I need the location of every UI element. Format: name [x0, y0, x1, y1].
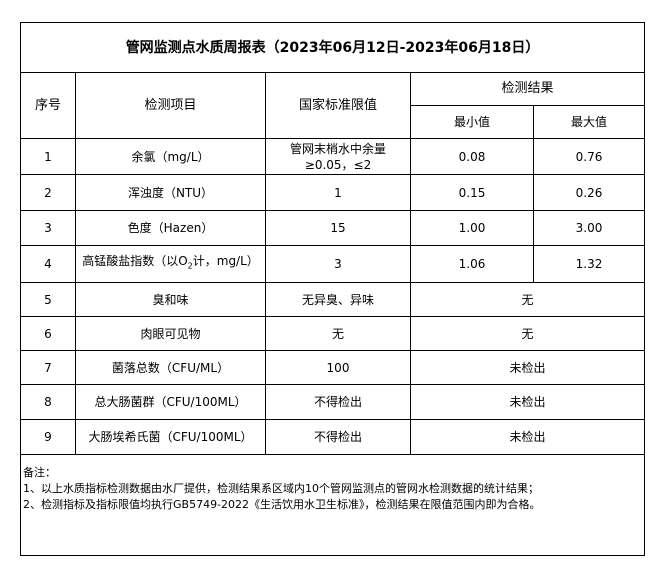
standard: 管网末梢水中余量≥0.05，≤2	[265, 138, 411, 175]
item-post: 计，mg/L）	[192, 254, 259, 269]
table-row: 4 高锰酸盐指数（以O2计，mg/L） 3 1.06 1.32	[20, 245, 646, 283]
min: 0.15	[410, 174, 534, 211]
table-row: 6 肉眼可见物 无 无	[20, 316, 646, 351]
table-row: 2 浑浊度（NTU） 1 0.15 0.26	[20, 174, 646, 211]
item: 肉眼可见物	[75, 316, 266, 351]
max: 3.00	[532, 210, 646, 246]
header-min: 最小值	[410, 105, 534, 139]
table-row: 1 余氯（mg/L） 管网末梢水中余量≥0.05，≤2 0.08 0.76	[20, 138, 646, 175]
table-row: 3 色度（Hazen） 15 1.00 3.00	[20, 210, 646, 246]
item: 色度（Hazen）	[75, 210, 266, 246]
seq: 8	[20, 384, 76, 420]
notes: 备注： 1、以上水质指标检测数据由水厂提供，检测结果系区域内10个管网监测点的管…	[19, 454, 646, 556]
min: 1.00	[410, 210, 534, 246]
water-quality-table: 管网监测点水质周报表（2023年06月12日-2023年06月18日） 序号 检…	[19, 22, 646, 556]
result: 未检出	[409, 419, 646, 455]
item: 高锰酸盐指数（以O2计，mg/L）	[75, 245, 266, 283]
table-row: 9 大肠埃希氏菌（CFU/100ML） 不得检出 未检出	[20, 419, 646, 455]
item-sub: 2	[187, 261, 193, 271]
result: 未检出	[409, 350, 646, 385]
standard: 无异臭、异味	[265, 282, 411, 317]
item: 浑浊度（NTU）	[75, 174, 266, 211]
header-standard: 国家标准限值	[265, 72, 411, 139]
standard: 15	[265, 210, 411, 246]
seq: 2	[20, 174, 76, 211]
table-row: 5 臭和味 无异臭、异味 无	[20, 282, 646, 317]
header-item: 检测项目	[75, 72, 266, 139]
item: 臭和味	[75, 282, 266, 317]
item: 余氯（mg/L）	[75, 138, 266, 175]
item-pre: 高锰酸盐指数（以O	[82, 254, 188, 269]
seq: 1	[20, 138, 76, 175]
seq: 3	[20, 210, 76, 246]
notes-line-2: 2、检测指标及指标限值均执行GB5749-2022《生活饮用水卫生标准》，检测结…	[23, 498, 541, 511]
max: 0.26	[532, 174, 646, 211]
header-max: 最大值	[532, 105, 646, 139]
item: 大肠埃希氏菌（CFU/100ML）	[75, 419, 266, 455]
notes-line-1: 1、以上水质指标检测数据由水厂提供，检测结果系区域内10个管网监测点的管网水检测…	[23, 482, 539, 495]
standard: 不得检出	[265, 419, 411, 455]
standard: 3	[265, 245, 411, 283]
table-row: 7 菌落总数（CFU/ML） 100 未检出	[20, 350, 646, 385]
seq: 9	[20, 419, 76, 455]
seq: 7	[20, 350, 76, 385]
standard: 100	[265, 350, 411, 385]
max: 0.76	[532, 138, 646, 175]
table-row: 8 总大肠菌群（CFU/100ML） 不得检出 未检出	[20, 384, 646, 420]
header-result: 检测结果	[409, 72, 646, 106]
max: 1.32	[532, 245, 646, 283]
standard: 不得检出	[265, 384, 411, 420]
seq: 5	[20, 282, 76, 317]
notes-heading: 备注：	[23, 466, 56, 479]
report-title: 管网监测点水质周报表（2023年06月12日-2023年06月18日）	[19, 22, 646, 73]
result: 未检出	[409, 384, 646, 420]
header-seq: 序号	[20, 72, 76, 139]
result: 无	[409, 316, 646, 351]
min: 1.06	[410, 245, 534, 283]
standard: 1	[265, 174, 411, 211]
min: 0.08	[410, 138, 534, 175]
seq: 4	[20, 245, 76, 283]
item: 总大肠菌群（CFU/100ML）	[75, 384, 266, 420]
item: 菌落总数（CFU/ML）	[75, 350, 266, 385]
seq: 6	[20, 316, 76, 351]
standard: 无	[265, 316, 411, 351]
result: 无	[409, 282, 646, 317]
